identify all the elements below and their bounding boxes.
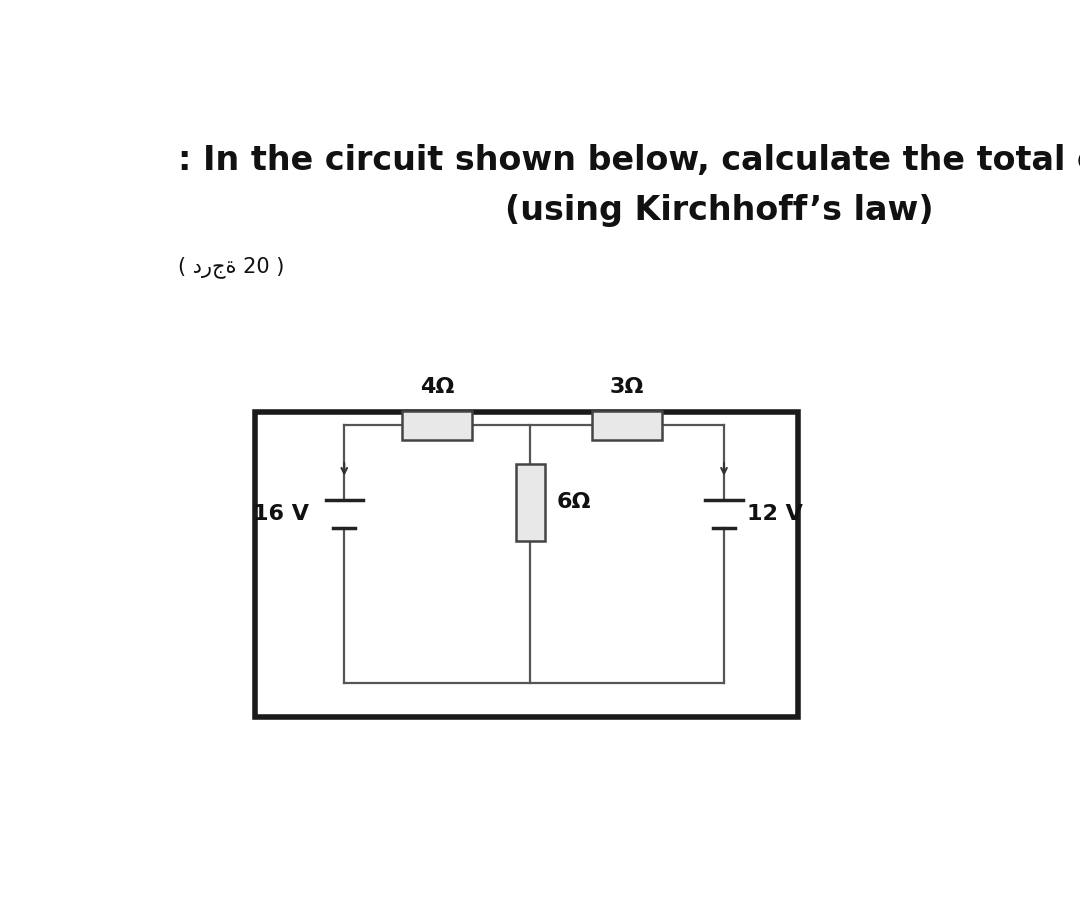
Text: 4Ω: 4Ω: [420, 377, 455, 397]
Bar: [403, 410, 472, 440]
Text: (using Kirchhoff’s law): (using Kirchhoff’s law): [504, 195, 933, 227]
Text: 16 V: 16 V: [254, 504, 309, 524]
Bar: [255, 412, 798, 716]
Bar: [592, 410, 662, 440]
Text: : In the circuit shown below, calculate the total current: : In the circuit shown below, calculate …: [177, 144, 1080, 178]
Text: ( درجة 20 ): ( درجة 20 ): [177, 256, 284, 278]
Text: 12 V: 12 V: [747, 504, 804, 524]
Text: 6Ω: 6Ω: [556, 492, 591, 512]
Text: 3Ω: 3Ω: [610, 377, 645, 397]
Bar: [515, 464, 545, 541]
